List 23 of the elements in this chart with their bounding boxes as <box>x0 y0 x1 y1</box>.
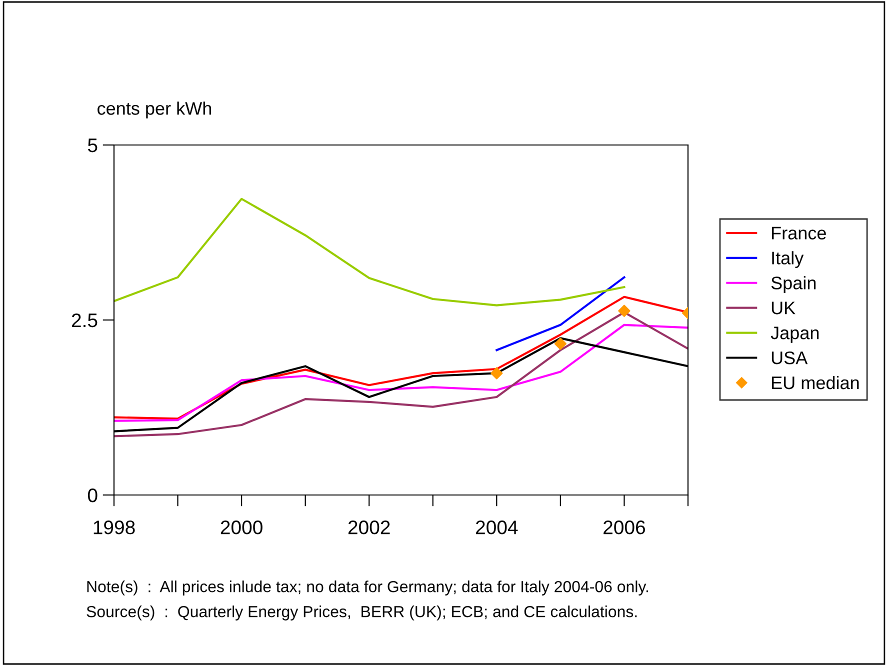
legend-label: UK <box>772 302 796 314</box>
text: Note(s) : All prices inlude tax; no data for Germany; data for Italy 2004-06 only. <box>87 580 648 596</box>
y-tick-label: 2.5 <box>72 313 98 328</box>
point <box>554 338 567 350</box>
legend-label: Italy <box>772 251 804 268</box>
source-note: Source(s) : Quarterly Energy Prices, BERR (UK); ECB; and CE calculations. <box>86 606 637 620</box>
line-series <box>114 198 626 306</box>
y-axis-title: cents per kWh <box>98 102 212 118</box>
x-tick-label: 2004 <box>476 520 518 534</box>
line-series <box>114 324 688 422</box>
legend-label: EU median <box>772 376 859 390</box>
y-tick-label: 5 <box>88 138 98 152</box>
x-tick-label: 2006 <box>604 520 645 534</box>
x-tick-label: 2000 <box>220 520 262 534</box>
point <box>618 304 630 317</box>
legend-label: France <box>772 226 826 240</box>
legend-label: USA <box>772 351 808 364</box>
legend-label: Japan <box>770 326 819 343</box>
x-tick-label: 1998 <box>94 520 135 534</box>
point <box>490 367 503 380</box>
legend-label: Spain <box>771 276 816 293</box>
x-tick-label: 2002 <box>348 520 390 534</box>
y-tick-label: 0 <box>88 488 98 502</box>
